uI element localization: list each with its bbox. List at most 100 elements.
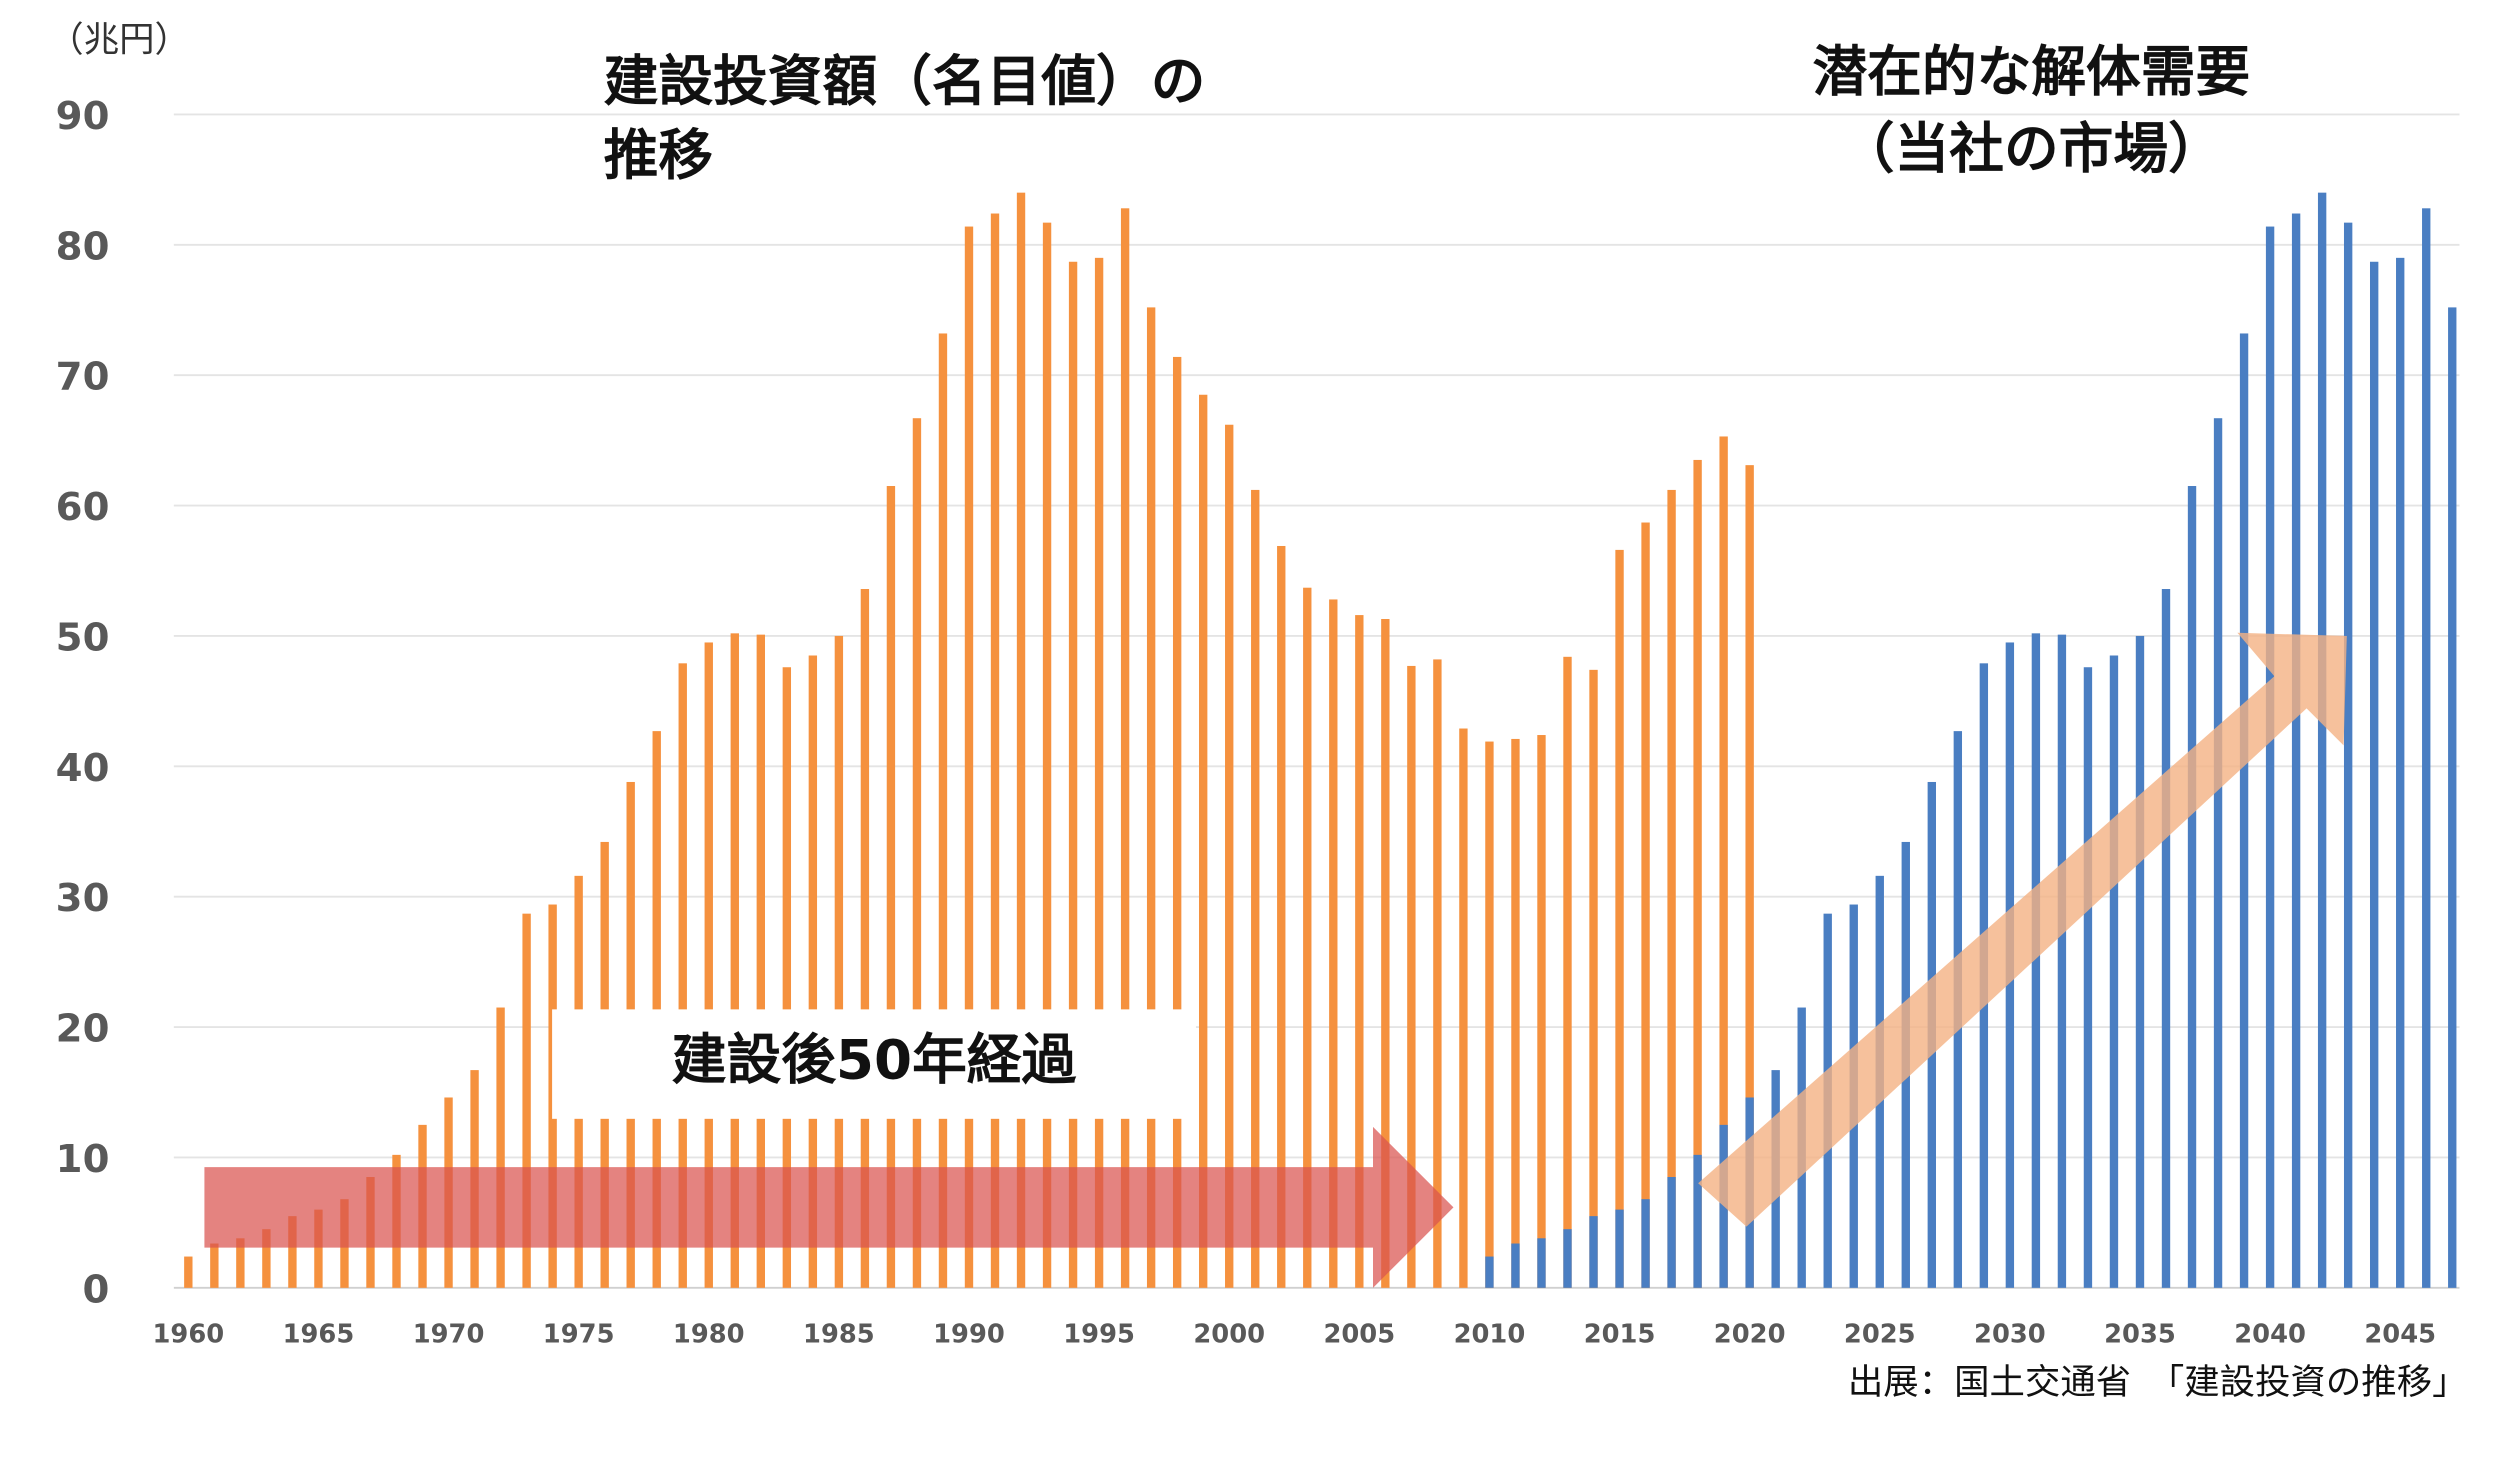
x-tick-label: 1965 (283, 1320, 355, 1350)
demand-bar (1537, 1238, 1546, 1288)
investment-bar (990, 213, 1000, 1288)
investment-bar (314, 1209, 323, 1288)
investment-bar (496, 1007, 505, 1288)
investment-bar (1042, 222, 1052, 1288)
investment-bar (1172, 356, 1182, 1288)
x-axis-ticks: 1960 1965 1970 1975 1980 1985 1990 1995 2000 2005… (152, 1320, 2436, 1350)
x-tick-label: 2025 (1844, 1320, 1916, 1350)
investment-bar (912, 418, 922, 1288)
x-tick-label: 1960 (152, 1320, 224, 1350)
demand-bar (1641, 1199, 1650, 1288)
demand-bar (1511, 1243, 1520, 1288)
demand-bar (2448, 307, 2457, 1288)
x-tick-label: 1970 (413, 1320, 485, 1350)
title-right-line1: 潜在的な解体需要 (1812, 39, 2250, 103)
y-tick-label: 90 (56, 94, 110, 139)
investment-bar (886, 486, 896, 1288)
x-tick-label: 2000 (1193, 1320, 1265, 1350)
y-tick-label: 20 (56, 1007, 110, 1052)
fifty-year-arrow (204, 1126, 1454, 1288)
demand-bar (2057, 634, 2067, 1288)
investment-bar (1719, 436, 1728, 1288)
demand-bar (1667, 1177, 1676, 1288)
peach-diagonal-arrow (1698, 632, 2347, 1227)
investment-bar (730, 633, 739, 1288)
y-tick-label: 0 (83, 1267, 110, 1312)
investment-bar (210, 1243, 219, 1288)
demand-bar (2213, 418, 2223, 1288)
demand-bar (2343, 222, 2353, 1288)
investment-bar (808, 655, 818, 1288)
investment-bar (1563, 656, 1572, 1288)
annotation-label: 建設後50年経過 (672, 1028, 1077, 1092)
x-tick-label: 2015 (1584, 1320, 1656, 1350)
investment-bar (1225, 424, 1234, 1288)
investment-bar (1589, 669, 1598, 1288)
investment-bar (704, 642, 713, 1288)
investment-bar (1277, 545, 1286, 1288)
x-tick-label: 2045 (2364, 1320, 2436, 1350)
x-tick-label: 1975 (543, 1320, 615, 1350)
investment-bar (1511, 738, 1520, 1288)
x-tick-label: 2040 (2234, 1320, 2306, 1350)
demand-bar (1485, 1256, 1494, 1288)
demand-bar (2083, 667, 2093, 1288)
demand-bar (2369, 261, 2379, 1288)
investment-bar (1355, 615, 1364, 1288)
y-tick-label: 50 (56, 615, 110, 660)
demand-bar (2031, 633, 2041, 1288)
investment-bar (1120, 208, 1130, 1288)
demand-bar (2187, 486, 2197, 1288)
demand-bar (1589, 1216, 1598, 1288)
demand-bar (1615, 1209, 1624, 1288)
investment-bar (1303, 587, 1312, 1288)
demand-bar (2396, 257, 2405, 1288)
investment-bar (938, 333, 948, 1288)
x-tick-label: 2005 (1323, 1320, 1395, 1350)
y-tick-label: 30 (56, 876, 110, 921)
title-right-line2: （当社の市場） (1840, 117, 2223, 181)
x-tick-label: 2035 (2104, 1320, 2176, 1350)
y-tick-label: 60 (56, 485, 110, 530)
investment-bar (184, 1256, 193, 1288)
investment-bar (1381, 618, 1390, 1288)
investment-bar (1459, 728, 1468, 1288)
investment-bar (1537, 735, 1546, 1288)
x-tick-label: 1995 (1063, 1320, 1135, 1350)
demand-bar (2265, 226, 2275, 1288)
investment-bar (1641, 522, 1650, 1288)
demand-bar (2291, 213, 2301, 1288)
investment-bar (1329, 599, 1338, 1288)
title-left-line1: 建設投資額（名目値）の (604, 49, 1206, 113)
investment-bar (1146, 307, 1156, 1288)
x-tick-label: 1980 (673, 1320, 745, 1350)
demand-bar (1719, 1124, 1728, 1288)
investment-bar (288, 1216, 297, 1288)
investment-bar (964, 226, 974, 1288)
x-tick-label: 1990 (933, 1320, 1005, 1350)
investment-bar (860, 589, 870, 1288)
demand-bar (1693, 1154, 1702, 1288)
demand-bar (2109, 655, 2119, 1288)
demand-bar (2239, 333, 2249, 1288)
investment-bar (1615, 549, 1624, 1288)
investment-bar (756, 634, 765, 1288)
y-tick-label: 70 (56, 355, 110, 400)
x-tick-label: 1985 (803, 1320, 875, 1350)
red-right-arrow (204, 1126, 1454, 1288)
investment-bar (236, 1238, 245, 1288)
investment-bar (262, 1229, 271, 1288)
investment-bar (1433, 659, 1442, 1288)
y-tick-label: 80 (56, 224, 110, 269)
y-tick-label: 10 (56, 1137, 110, 1182)
investment-bar (1199, 394, 1208, 1288)
demand-bar (2422, 208, 2431, 1288)
investment-bar (1667, 489, 1676, 1288)
investment-bar (1016, 192, 1026, 1288)
annotation-box (552, 1009, 1196, 1119)
investment-bar (678, 663, 687, 1288)
investment-bar (1745, 465, 1754, 1288)
investment-bar (1251, 489, 1260, 1288)
investment-bar (522, 913, 531, 1288)
